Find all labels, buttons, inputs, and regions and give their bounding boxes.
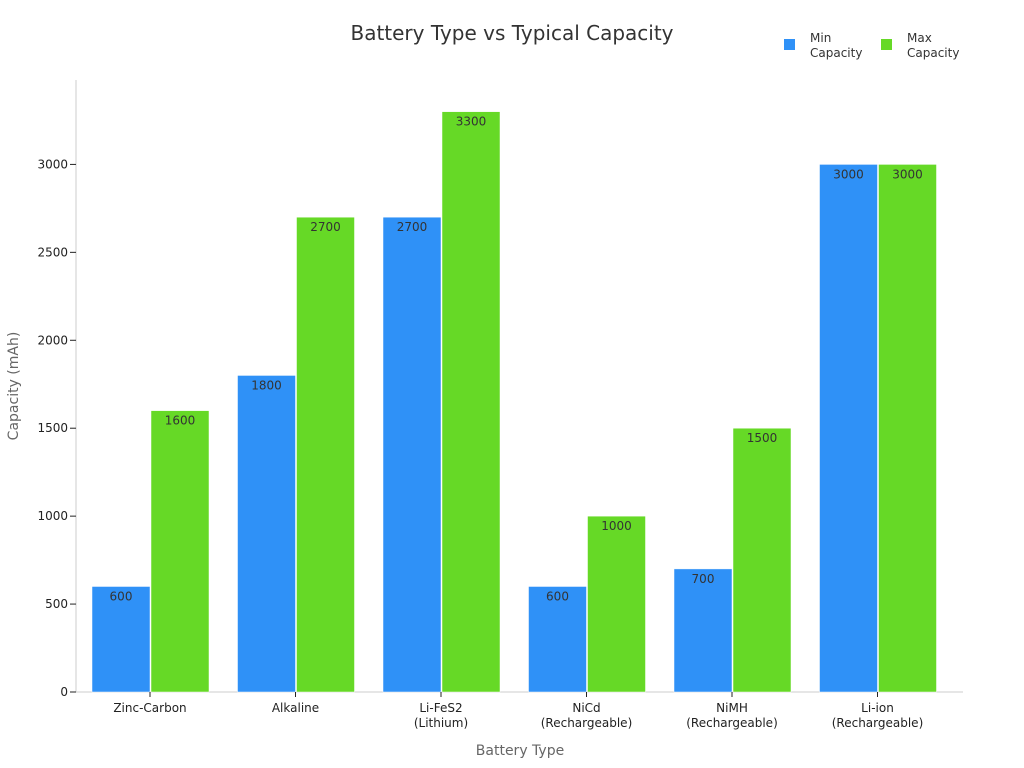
data-label: 3000 [833, 167, 864, 181]
data-label: 1500 [747, 431, 778, 445]
data-label: 2700 [310, 220, 341, 234]
x-tick-label: NiCd [572, 701, 600, 715]
x-tick-label: Alkaline [272, 701, 319, 715]
legend-label: Capacity [810, 46, 862, 60]
legend-swatch [881, 39, 892, 50]
bar-max-4 [732, 427, 792, 693]
bar-min-1 [237, 375, 296, 693]
x-axis-title: Battery Type [476, 743, 564, 759]
bar-min-4 [673, 568, 733, 693]
y-tick-label: 0 [60, 685, 68, 699]
data-label: 1800 [251, 378, 282, 392]
y-tick-label: 3000 [37, 157, 68, 171]
x-tick-label: (Rechargeable) [686, 716, 778, 730]
data-label: 3000 [892, 167, 923, 181]
data-label: 700 [692, 572, 715, 586]
x-tick-label: (Rechargeable) [832, 716, 924, 730]
x-tick-label: (Rechargeable) [541, 716, 633, 730]
x-tick-label: Li-FeS2 [419, 701, 462, 715]
x-tick-label: Zinc-Carbon [113, 701, 186, 715]
legend-label: Max [907, 31, 932, 45]
y-tick-label: 1500 [37, 421, 68, 435]
x-tick-label: Li-ion [861, 701, 894, 715]
bar-min-0 [91, 586, 151, 693]
bar-max-5 [878, 164, 937, 693]
bar-min-2 [382, 216, 442, 693]
plot-area: 0 500 1000 1500 2000 2500 3000 600 1600 Zinc-Carb… [37, 80, 963, 730]
y-tick-label: 2000 [37, 333, 68, 347]
data-label: 1000 [601, 519, 632, 533]
chart-title: Battery Type vs Typical Capacity [350, 21, 673, 45]
data-label: 600 [546, 589, 569, 603]
data-label: 3300 [456, 115, 487, 129]
x-tick-label: (Lithium) [414, 716, 468, 730]
legend-label: Capacity [907, 46, 959, 60]
data-label: 600 [110, 589, 133, 603]
data-label: 2700 [397, 220, 428, 234]
bar-max-1 [296, 216, 355, 693]
y-tick-label: 1000 [37, 509, 68, 523]
y-tick-label: 2500 [37, 245, 68, 259]
bar-max-0 [150, 410, 210, 693]
x-tick-label: NiMH [716, 701, 748, 715]
bar-min-5 [819, 164, 878, 693]
legend-label: Min [810, 31, 831, 45]
bar-min-3 [528, 586, 587, 693]
data-label: 1600 [165, 414, 196, 428]
y-tick-label: 500 [45, 597, 68, 611]
bar-max-3 [587, 515, 646, 693]
y-axis-title: Capacity (mAh) [6, 332, 22, 441]
bar-max-2 [441, 111, 501, 693]
legend-swatch [784, 39, 795, 50]
